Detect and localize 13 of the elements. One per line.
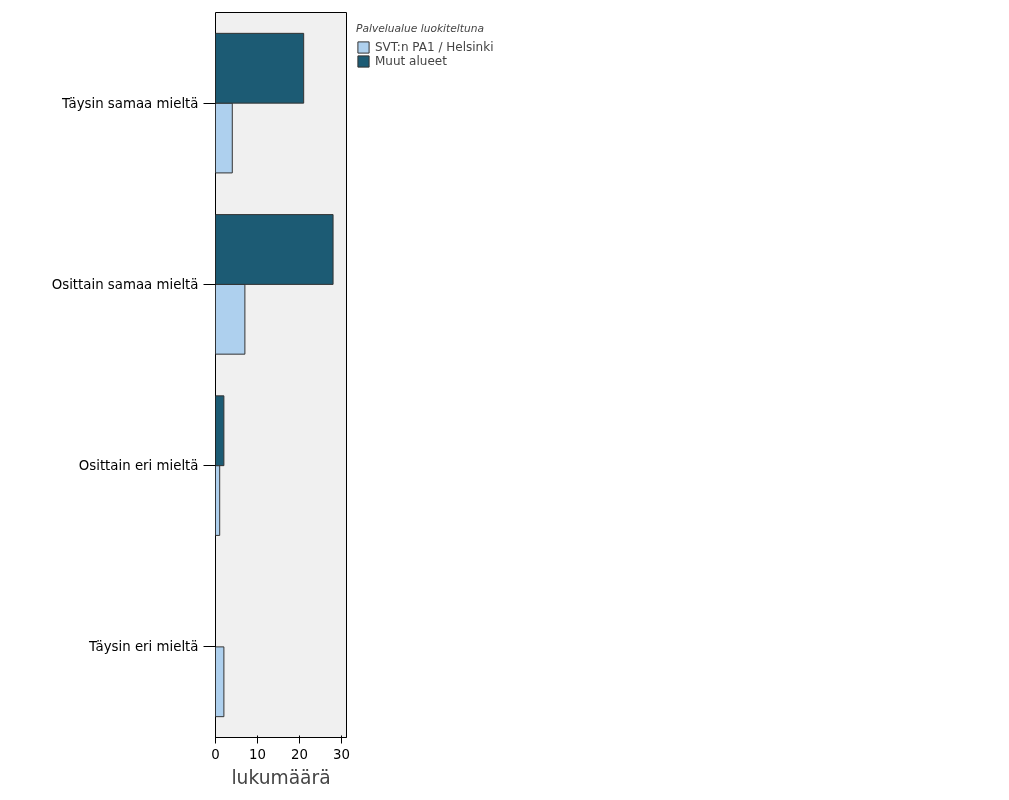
x-tick-label: 20 [290,746,308,762]
y-tick-label: Täysin samaa mieltä [60,95,199,111]
y-tick-label: Osittain eri mieltä [78,458,199,474]
x-tick-label: 30 [332,746,350,762]
legend-title: Palvelualue luokiteltuna [356,22,485,35]
x-tick-label: 0 [211,746,220,762]
bar [215,646,225,718]
legend-label: SVT:n PA1 / Helsinki [375,40,494,54]
legend-label: Muut alueet [375,54,447,68]
y-tick-label: Osittain samaa mieltä [51,276,199,292]
y-tick-label: Täysin eri mieltä [87,639,199,655]
x-axis-title: lukumäärä [231,766,331,788]
x-tick-label: 10 [249,746,266,762]
